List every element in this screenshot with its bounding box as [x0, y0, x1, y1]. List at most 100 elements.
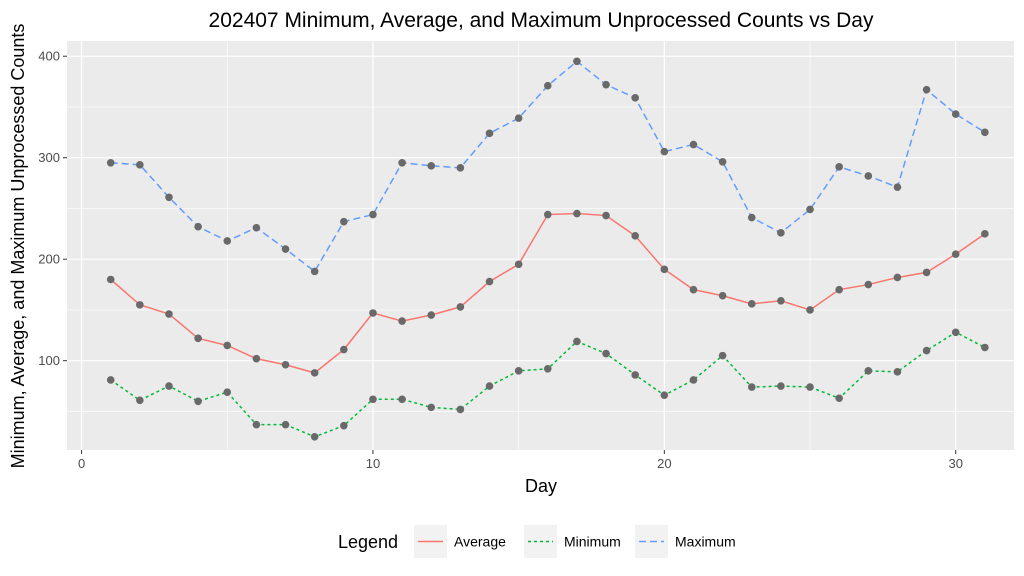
data-point-average	[485, 277, 494, 286]
legend-label-average: Average	[454, 534, 506, 550]
data-point-average	[340, 345, 348, 354]
data-point-maximum	[136, 161, 144, 169]
data-point-average	[281, 360, 290, 369]
y-axis-ticks: 100 200 300 400	[38, 49, 67, 368]
data-point-minimum	[456, 405, 465, 414]
data-point-maximum	[631, 94, 639, 102]
data-point-minimum	[631, 371, 639, 379]
data-point-minimum	[777, 382, 785, 390]
data-point-minimum	[893, 368, 902, 376]
data-point-average	[631, 232, 639, 240]
data-point-average	[573, 209, 581, 218]
data-point-maximum	[922, 85, 931, 94]
data-point-maximum	[398, 158, 406, 167]
data-point-average	[223, 341, 232, 350]
data-point-average	[194, 334, 202, 343]
data-point-maximum	[718, 157, 727, 166]
data-point-minimum	[806, 383, 814, 391]
data-point-minimum	[543, 365, 552, 373]
data-point-maximum	[573, 57, 581, 66]
data-point-maximum	[194, 222, 202, 231]
data-point-maximum	[310, 267, 319, 276]
data-point-maximum	[427, 162, 436, 170]
data-point-average	[777, 297, 785, 305]
data-points	[106, 57, 989, 441]
data-point-average	[514, 260, 523, 269]
data-point-maximum	[893, 183, 902, 191]
data-point-maximum	[106, 158, 115, 167]
y-tick-label: 200	[38, 252, 60, 267]
data-point-average	[689, 285, 698, 294]
data-point-maximum	[456, 164, 465, 172]
data-point-minimum	[981, 343, 989, 352]
x-axis-ticks: 0 10 20 30	[78, 450, 963, 471]
legend-title: Legend	[338, 532, 398, 552]
data-point-minimum	[281, 420, 290, 429]
legend-label-minimum: Minimum	[564, 534, 621, 550]
y-tick-label: 400	[38, 49, 60, 64]
data-point-maximum	[806, 205, 814, 214]
data-point-average	[922, 268, 931, 277]
data-point-maximum	[514, 114, 523, 122]
y-axis-title: Minimum, Average, and Maximum Unprocesse…	[8, 24, 28, 469]
data-point-maximum	[777, 229, 785, 237]
data-point-average	[136, 301, 144, 309]
legend-label-maximum: Maximum	[675, 534, 736, 550]
data-point-average	[310, 369, 319, 377]
data-point-minimum	[485, 382, 494, 390]
data-point-minimum	[369, 395, 377, 404]
data-point-minimum	[747, 383, 756, 391]
data-point-minimum	[602, 349, 610, 358]
data-point-minimum	[106, 376, 115, 384]
data-point-average	[747, 300, 756, 308]
data-point-average	[369, 309, 377, 317]
data-point-minimum	[864, 367, 873, 375]
major-gridlines	[67, 41, 1014, 450]
data-point-average	[951, 250, 960, 258]
data-point-minimum	[165, 382, 173, 390]
data-point-maximum	[951, 110, 960, 118]
data-point-minimum	[310, 433, 319, 441]
data-point-maximum	[660, 147, 669, 156]
y-tick-label: 300	[38, 150, 60, 165]
data-point-average	[252, 354, 261, 363]
data-point-average	[398, 317, 406, 325]
plot-panel	[67, 41, 1014, 450]
data-point-minimum	[573, 337, 581, 346]
data-point-average	[165, 310, 173, 318]
data-point-average	[660, 265, 669, 274]
data-point-average	[718, 291, 727, 300]
y-tick-label: 100	[38, 353, 60, 368]
data-point-average	[427, 311, 436, 319]
data-point-minimum	[689, 376, 698, 384]
data-point-maximum	[485, 129, 494, 138]
data-point-maximum	[165, 193, 173, 202]
data-point-minimum	[922, 346, 931, 355]
data-point-minimum	[223, 388, 232, 396]
legend: Legend Average Minimum Maximum	[338, 525, 736, 558]
data-point-minimum	[194, 397, 202, 406]
data-point-minimum	[136, 396, 144, 405]
data-point-maximum	[369, 210, 377, 219]
data-point-minimum	[427, 403, 436, 412]
data-point-average	[806, 306, 814, 314]
data-point-maximum	[747, 213, 756, 222]
data-point-maximum	[864, 172, 873, 180]
data-point-minimum	[835, 394, 843, 403]
data-point-maximum	[281, 245, 290, 253]
data-point-minimum	[718, 351, 727, 360]
data-point-average	[543, 210, 552, 219]
data-point-average	[864, 280, 873, 289]
x-tick-label: 10	[366, 456, 380, 471]
data-point-maximum	[981, 128, 989, 137]
data-point-maximum	[543, 81, 552, 90]
data-point-average	[893, 273, 902, 282]
chart-title: 202407 Minimum, Average, and Maximum Unp…	[209, 9, 874, 32]
data-point-average	[602, 211, 610, 220]
data-point-minimum	[252, 420, 261, 429]
data-point-average	[106, 275, 115, 284]
data-point-average	[835, 285, 843, 294]
data-point-minimum	[514, 367, 523, 375]
